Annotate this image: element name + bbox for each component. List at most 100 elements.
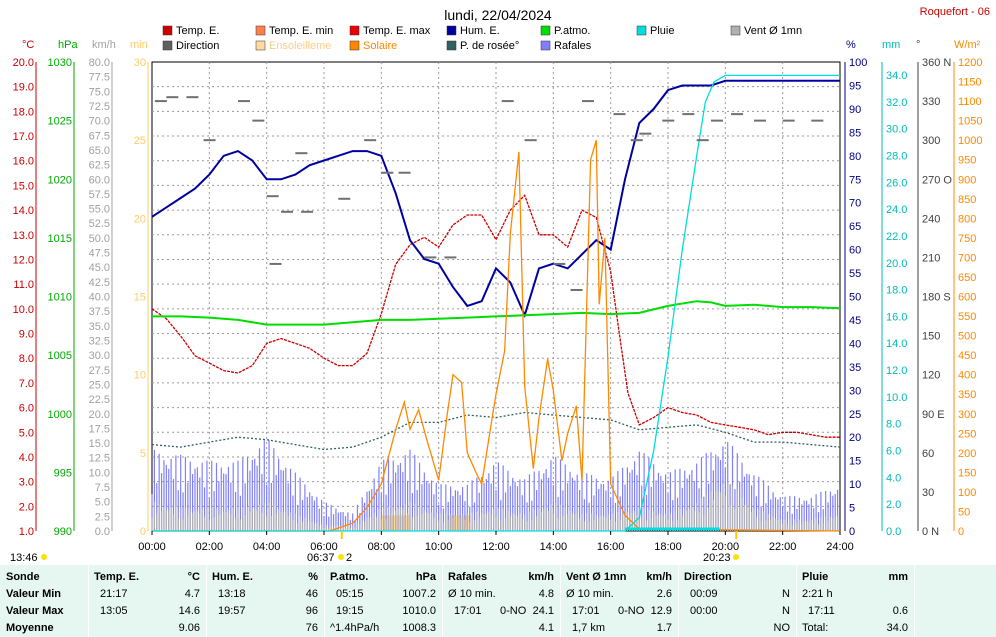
hum-tick-label: 50 [849, 292, 861, 304]
direction-mark [630, 139, 643, 142]
solar-tick-label: 500 [958, 331, 976, 343]
stats-label-max: Valeur Max [6, 605, 64, 617]
rain-tick-label: 6.0 [886, 446, 901, 458]
press-tick-label: 1005 [48, 350, 72, 362]
hum-tick-label: 15 [849, 456, 861, 468]
direction-mark [444, 256, 457, 259]
time-tick-label: 10:00 [425, 541, 453, 553]
stats-header-wind: Vent Ø 1mn [566, 571, 627, 583]
legend-label: P. de rosée° [460, 40, 519, 52]
solar-tick-label: 100 [958, 487, 976, 499]
solar-tick-label: 800 [958, 213, 976, 225]
wind-tick-label: 10.0 [89, 467, 110, 479]
series-temp-e- [151, 194, 840, 438]
dir-min-value: N [782, 588, 790, 600]
temp-tick-label: 12.0 [13, 254, 34, 266]
hum-avg-value: 76 [305, 622, 318, 634]
temp-tick-label: 7.0 [19, 378, 34, 390]
hum-tick-label: 95 [849, 80, 861, 92]
legend-label: Vent Ø 1mn [744, 25, 802, 37]
time-tick-label: 14:00 [540, 541, 568, 553]
solar-tick-label: 400 [958, 370, 976, 382]
direction-points [154, 96, 824, 291]
press-tick-label: 995 [54, 467, 72, 479]
direction-mark [501, 100, 514, 103]
hum-unit-label: % [846, 39, 856, 51]
legend: Temp. E. Temp. E. min Temp. E. max Hum. E. P… [162, 25, 802, 52]
sun_min-tick-label: 5 [140, 448, 146, 460]
hum-tick-label: 10 [849, 479, 861, 491]
hum-tick-label: 90 [849, 104, 861, 116]
solar-tick-label: 850 [958, 194, 976, 206]
temp-min-time: 21:17 [100, 588, 128, 600]
axes: 20.0 19.0 18.0 17.0 16.0 15.0 14.0 13.0 12.0 11.0… [13, 39, 983, 553]
stats-header-temp: Temp. E. [94, 571, 140, 583]
wind-min-value: 2.6 [656, 588, 672, 600]
solar-tick-label: 1100 [958, 96, 982, 108]
solar-unit-label: W/m² [954, 39, 981, 51]
rain-total-value: 34.0 [886, 622, 908, 634]
wind-unit-label: km/h [92, 39, 116, 51]
wind-tick-label: 77.5 [89, 72, 110, 84]
time-tick-label: 22:00 [769, 541, 797, 553]
hum-tick-label: 45 [849, 315, 861, 327]
legend-label: Temp. E. min [269, 25, 333, 37]
direction-mark [381, 171, 394, 174]
stats-header-press: P.atmo. [330, 571, 369, 583]
stats-label-min: Valeur Min [6, 588, 62, 600]
sunrise-time: 06:37 [307, 552, 335, 564]
solar-tick-label: 150 [958, 467, 976, 479]
rain-max-time: 17:11 [808, 605, 835, 617]
direction-mark [281, 210, 293, 213]
gust-min-label: Ø 10 min. [448, 588, 496, 600]
legend-swatch [162, 40, 173, 51]
weather-chart: 20.019.018.017.016.015.014.013.012.011.0… [10, 6, 990, 564]
press-unit-label: hPa [58, 39, 78, 51]
wind-min-label: Ø 10 min. [566, 588, 614, 600]
temp-tick-label: 5.0 [19, 427, 34, 439]
temp-tick-label: 20.0 [13, 57, 34, 69]
sun_min-tick-label: 10 [134, 370, 146, 382]
direction-mark [731, 113, 744, 116]
legend-swatch [540, 40, 551, 51]
direction-mark [238, 100, 250, 103]
wind-tick-label: 40.0 [89, 292, 110, 304]
direction-mark [570, 288, 583, 291]
dir-tick-label: 180 S [922, 292, 951, 304]
wind-tick-label: 57.5 [89, 189, 110, 201]
wind-tick-label: 65.0 [89, 145, 110, 157]
temp-tick-label: 6.0 [19, 403, 34, 415]
temp-tick-label: 9.0 [19, 329, 34, 341]
direction-mark [553, 262, 566, 265]
direction-mark [424, 256, 437, 259]
dir-min-time: 00:09 [690, 588, 718, 600]
stats-unit-temp: °C [187, 571, 200, 583]
legend-swatch [349, 40, 360, 51]
press-tick-label: 1010 [48, 292, 72, 304]
moon-icon [41, 554, 47, 560]
dir-tick-label: 30 [922, 487, 934, 499]
rain-tick-label: 30.0 [886, 124, 907, 136]
hum-tick-label: 30 [849, 385, 861, 397]
rain-tick-label: 20.0 [886, 258, 907, 270]
rain-tick-label: 22.0 [886, 231, 907, 243]
sun_min-tick-label: 25 [134, 135, 146, 147]
direction-mark [711, 119, 723, 122]
temp-max-time: 13:05 [100, 605, 128, 617]
wind-tick-label: 75.0 [89, 86, 110, 98]
stats-header-sonde: Sonde [6, 571, 40, 583]
sunset-time: 20:23 [703, 552, 731, 564]
press-tick-label: 1000 [48, 409, 72, 421]
wind-tick-label: 12.5 [89, 453, 110, 465]
hum-min-value: 46 [305, 588, 318, 600]
solar-tick-label: 950 [958, 155, 976, 167]
solar-tick-label: 200 [958, 448, 976, 460]
stats-label-avg: Moyenne [6, 622, 54, 634]
hum-tick-label: 70 [849, 198, 861, 210]
hum-tick-label: 55 [849, 268, 861, 280]
rain-tick-label: 18.0 [886, 285, 907, 297]
stats-header-gust: Rafales [448, 571, 488, 583]
statistics-panel: Sonde Valeur Min Valeur Max Moyenne Temp… [0, 565, 996, 637]
wind-tick-label: 17.5 [89, 423, 110, 435]
rain-tick-label: 4.0 [886, 472, 901, 484]
